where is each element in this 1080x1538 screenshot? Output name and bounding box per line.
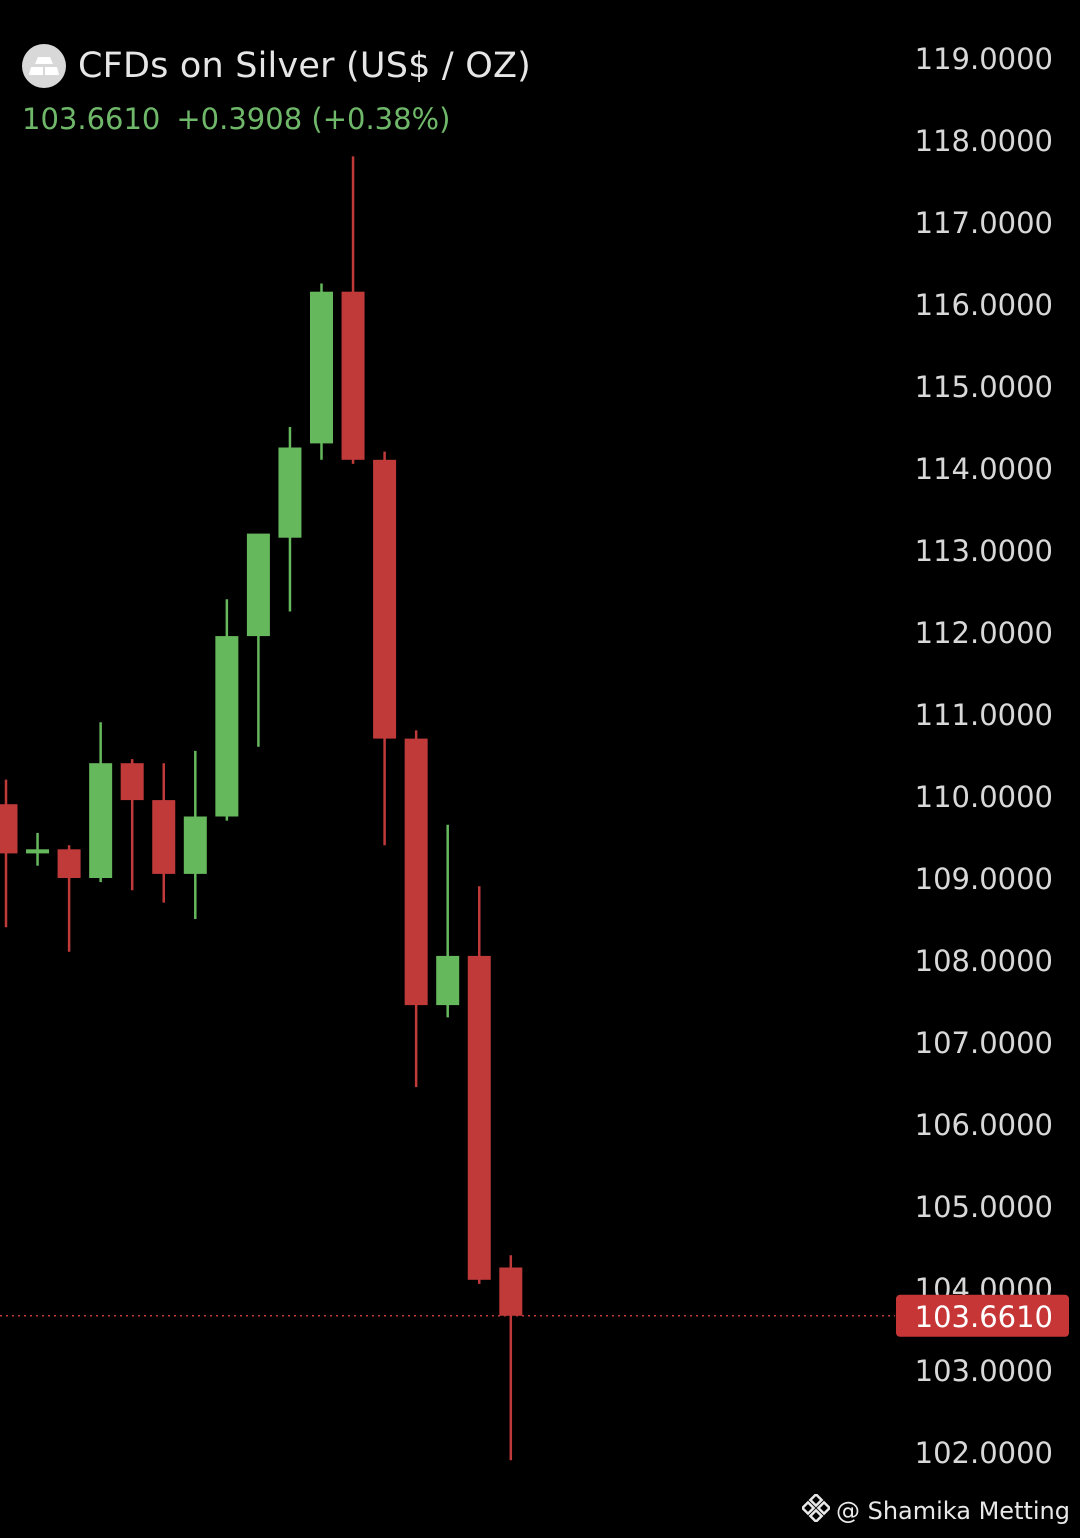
y-axis-tick-label: 102.0000 — [915, 1436, 1053, 1470]
candle-body — [183, 816, 207, 874]
watermark-text: @ Shamika Metting — [835, 1497, 1070, 1525]
candle-body — [436, 955, 460, 1006]
y-axis-tick-label: 103.0000 — [915, 1354, 1053, 1388]
y-axis-tick-label: 110.0000 — [915, 780, 1053, 814]
watermark: @ Shamika Metting — [800, 1492, 1070, 1528]
last-price: 103.6610 — [22, 102, 161, 136]
y-axis-tick-label: 107.0000 — [915, 1026, 1053, 1060]
binance-logo-icon — [800, 1492, 832, 1528]
candle-body — [404, 738, 428, 1006]
candle-body — [373, 459, 397, 739]
y-axis-tick-label: 113.0000 — [915, 534, 1053, 568]
y-axis-tick-label: 118.0000 — [915, 124, 1053, 158]
candle-body — [499, 1267, 523, 1316]
candle-body — [57, 849, 81, 878]
candle-body — [152, 800, 176, 874]
candle-body — [215, 636, 239, 817]
y-axis-tick-label: 119.0000 — [915, 42, 1053, 76]
current-price-badge — [896, 1294, 1069, 1337]
candle-body — [26, 849, 50, 854]
candle-body — [310, 291, 333, 444]
current-price-label: 103.6610 — [915, 1300, 1053, 1334]
y-axis-tick-label: 109.0000 — [915, 862, 1053, 896]
candle-body — [278, 447, 302, 538]
candle-body — [0, 804, 18, 854]
price-change-percent: (+0.38%) — [311, 102, 451, 136]
y-axis-tick-label: 106.0000 — [915, 1108, 1053, 1142]
y-axis-tick-label: 108.0000 — [915, 944, 1053, 978]
y-axis-tick-label: 114.0000 — [915, 452, 1053, 486]
candle-body — [246, 533, 270, 637]
y-axis-tick-label: 112.0000 — [915, 616, 1053, 650]
instrument-title: CFDs on Silver (US$ / OZ) — [78, 46, 532, 86]
silver-bars-icon — [22, 44, 66, 88]
y-axis-tick-label: 116.0000 — [915, 288, 1053, 322]
y-axis-tick-label: 115.0000 — [915, 370, 1053, 404]
price-change: +0.3908 — [176, 102, 303, 136]
candle-body — [341, 291, 365, 460]
y-axis-tick-label: 117.0000 — [915, 206, 1053, 240]
candle-body — [120, 763, 144, 801]
candle-body — [89, 763, 113, 878]
y-axis-tick-label: 105.0000 — [915, 1190, 1053, 1224]
y-axis-tick-label: 111.0000 — [915, 698, 1053, 732]
chart-header: CFDs on Silver (US$ / OZ) 103.6610 +0.39… — [22, 44, 531, 136]
candle-body — [467, 955, 491, 1280]
